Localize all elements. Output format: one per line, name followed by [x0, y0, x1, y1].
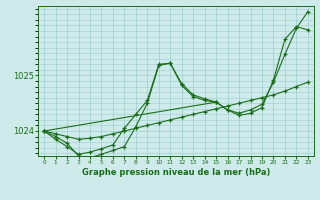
X-axis label: Graphe pression niveau de la mer (hPa): Graphe pression niveau de la mer (hPa): [82, 168, 270, 177]
